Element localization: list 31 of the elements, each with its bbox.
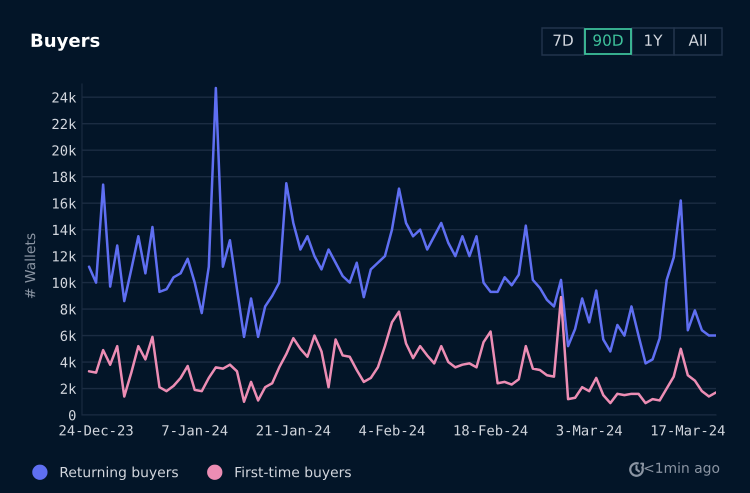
x-tick-label: 4-Feb-24 xyxy=(359,424,425,436)
y-tick-label: 8k xyxy=(60,304,76,315)
x-tick-label: 24-Dec-23 xyxy=(59,425,133,436)
y-tick-label: 12k xyxy=(53,250,76,262)
legend-label: Returning buyers xyxy=(60,466,178,480)
chart-title: Buyers xyxy=(32,34,100,51)
y-tick-label: 14k xyxy=(53,224,76,235)
y-tick-label: 18k xyxy=(53,171,76,182)
line-series xyxy=(88,296,716,404)
y-axis-title: # Wallets xyxy=(24,234,36,298)
y-tick-label: 10k xyxy=(53,277,76,288)
x-tick-label: 17-Mar-24 xyxy=(652,425,725,436)
line-series xyxy=(88,86,716,365)
text: All xyxy=(688,34,706,46)
text: 90D xyxy=(593,34,623,46)
y-tick-label: 16k xyxy=(53,198,76,209)
text: 7D xyxy=(554,34,573,46)
text: 1Y xyxy=(645,34,663,46)
y-tick-label: 2k xyxy=(60,383,76,394)
y-tick-label: 0 xyxy=(68,410,76,421)
x-tick-label: 18-Feb-24 xyxy=(454,424,528,436)
text: <1min ago xyxy=(644,462,720,476)
y-tick-label: 22k xyxy=(52,118,76,130)
legend-label: First-time buyers xyxy=(236,466,351,480)
x-tick-label: 21-Jan-24 xyxy=(256,425,330,436)
x-tick-label: 3-Mar-24 xyxy=(556,425,622,436)
y-tick-label: 4k xyxy=(60,356,76,368)
y-tick-label: 20k xyxy=(52,144,76,156)
y-tick-label: 24k xyxy=(52,92,76,103)
y-tick-label: 6k xyxy=(60,330,76,342)
x-tick-label: 7-Jan-24 xyxy=(162,425,228,436)
